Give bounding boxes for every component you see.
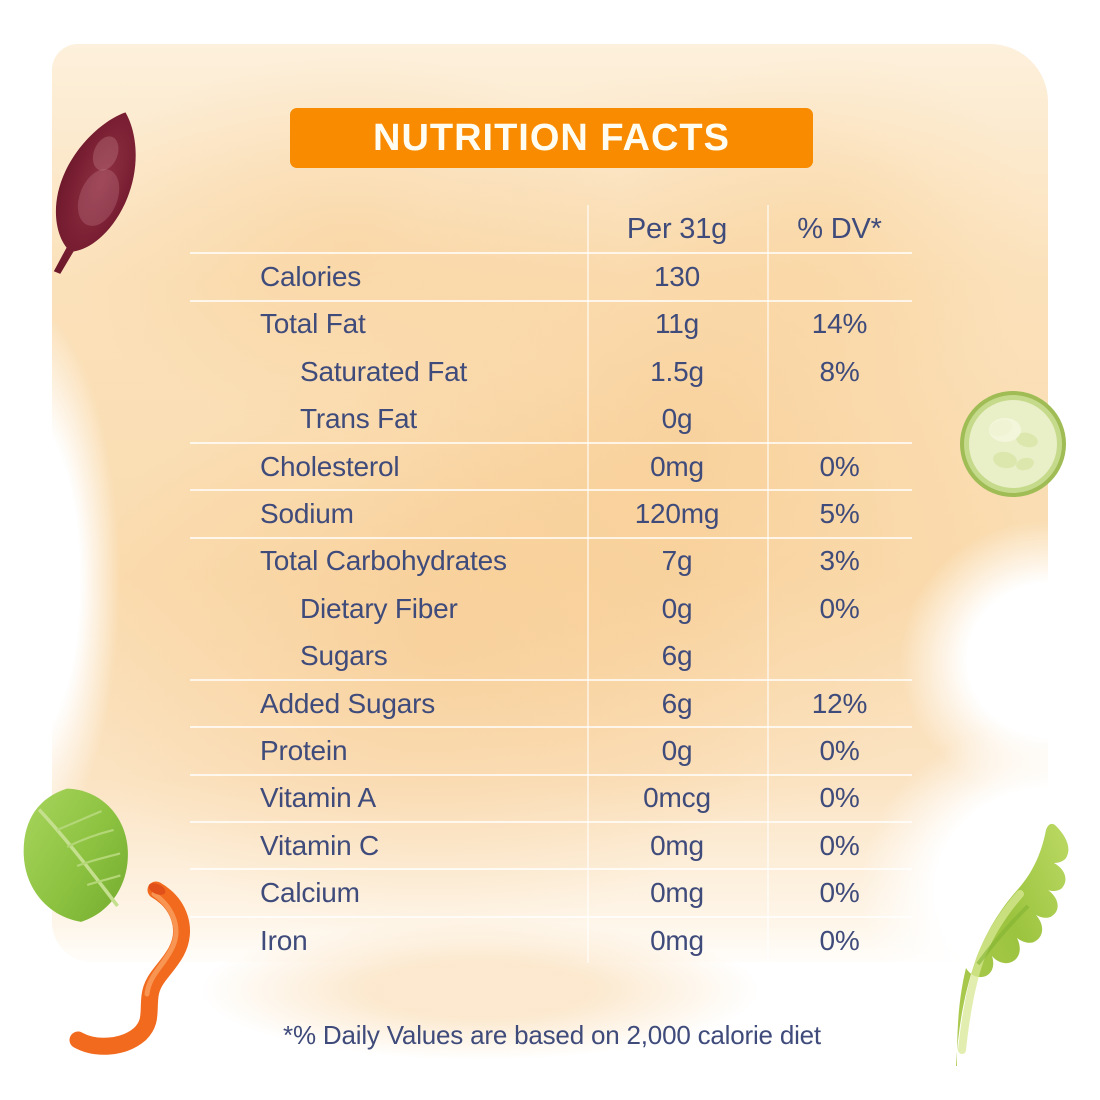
- row-dv: 3%: [819, 545, 860, 577]
- lettuce-leaf-icon: [956, 823, 1069, 1066]
- row-value: 0mg: [650, 877, 704, 909]
- row-label: Sugars: [300, 640, 388, 672]
- row-value: 0mcg: [643, 782, 711, 814]
- row-dv: 0%: [819, 782, 860, 814]
- table-row-cholesterol: Cholesterol 0mg 0%: [190, 441, 912, 489]
- row-value: 0mg: [650, 450, 704, 482]
- row-value: 120mg: [634, 498, 720, 530]
- beet-leaf-icon: [53, 112, 136, 274]
- row-dv: 0%: [819, 829, 860, 861]
- row-dv: 0%: [819, 450, 860, 482]
- row-label: Trans Fat: [300, 403, 417, 435]
- column-divider: [767, 205, 769, 964]
- table-row-saturated-fat: Saturated Fat 1.5g 8%: [190, 347, 912, 394]
- table-row-iron: Iron 0mg 0%: [190, 915, 912, 963]
- row-value: 7g: [661, 545, 693, 577]
- row-dv: 14%: [811, 308, 868, 340]
- row-label: Total Fat: [260, 308, 366, 340]
- pepper-slice-icon: [69, 881, 190, 1055]
- row-label: Vitamin C: [260, 829, 380, 861]
- row-dv: 12%: [811, 687, 868, 719]
- row-dv: 0%: [819, 924, 860, 956]
- row-value: 0g: [661, 592, 693, 624]
- column-divider: [587, 205, 589, 964]
- table-row-vitamin-c: Vitamin C 0mg 0%: [190, 821, 912, 868]
- row-label: Total Carbohydrates: [260, 545, 507, 577]
- table-row-calcium: Calcium 0mg 0%: [190, 868, 912, 915]
- row-label: Calories: [260, 261, 362, 293]
- column-header-dv: % DV*: [797, 213, 882, 246]
- row-label: Iron: [260, 924, 308, 956]
- row-value: 0g: [661, 403, 693, 435]
- row-value: 0mg: [650, 829, 704, 861]
- title-banner: NUTRITION FACTS: [290, 108, 813, 168]
- daily-value-footnote: *% Daily Values are based on 2,000 calor…: [283, 1020, 821, 1050]
- table-row-total-carbohydrates: Total Carbohydrates 7g 3%: [190, 536, 912, 584]
- table-row-sodium: Sodium 120mg 5%: [190, 489, 912, 536]
- row-label: Cholesterol: [260, 450, 400, 482]
- row-value: 11g: [654, 308, 700, 340]
- nutrition-table: Per 31g % DV* Calories 130 Total Fat 11g…: [190, 205, 912, 964]
- row-value: 130: [653, 261, 701, 293]
- basil-leaf-icon: [23, 788, 128, 922]
- row-label: Protein: [260, 734, 348, 766]
- page-title: NUTRITION FACTS: [373, 116, 730, 159]
- row-dv: 0%: [819, 592, 860, 624]
- table-row-trans-fat: Trans Fat 0g: [190, 395, 912, 442]
- row-label: Added Sugars: [260, 687, 436, 719]
- table-row-dietary-fiber: Dietary Fiber 0g 0%: [190, 584, 912, 631]
- row-label: Sodium: [260, 498, 354, 530]
- table-row-protein: Protein 0g 0%: [190, 726, 912, 773]
- column-header-serving: Per 31g: [626, 213, 728, 246]
- row-dv: 0%: [819, 734, 860, 766]
- row-value: 6g: [661, 687, 693, 719]
- row-value: 6g: [661, 640, 693, 672]
- row-value: 0g: [661, 734, 693, 766]
- row-value: 0mg: [650, 924, 704, 956]
- table-row-sugars: Sugars 6g: [190, 632, 912, 679]
- table-row-added-sugars: Added Sugars 6g 12%: [190, 678, 912, 726]
- table-row-calories: Calories 130: [190, 252, 912, 299]
- row-label: Calcium: [260, 877, 360, 909]
- row-label: Dietary Fiber: [300, 592, 458, 624]
- row-value: 1.5g: [650, 355, 704, 387]
- row-dv: 0%: [819, 877, 860, 909]
- table-row-vitamin-a: Vitamin A 0mcg 0%: [190, 773, 912, 821]
- row-dv: 5%: [819, 498, 860, 530]
- cucumber-slice-icon: [960, 391, 1066, 497]
- row-label: Saturated Fat: [300, 355, 468, 387]
- table-header-row: Per 31g % DV*: [190, 205, 912, 252]
- table-row-total-fat: Total Fat 11g 14%: [190, 299, 912, 347]
- row-dv: 8%: [819, 355, 860, 387]
- row-label: Vitamin A: [260, 782, 376, 814]
